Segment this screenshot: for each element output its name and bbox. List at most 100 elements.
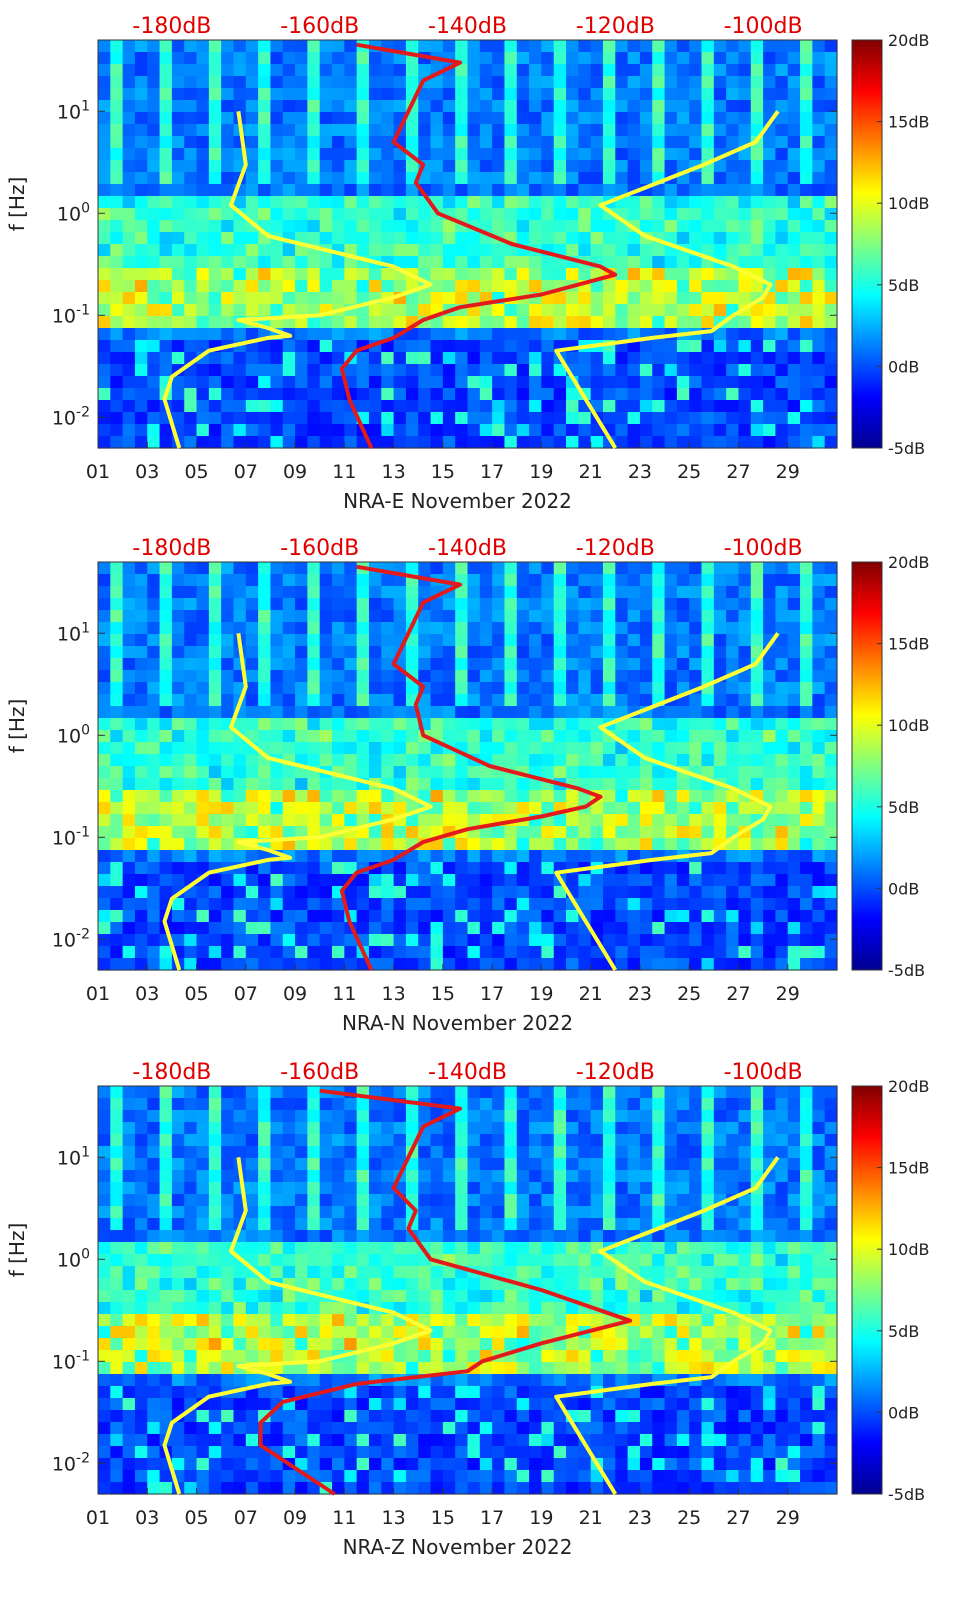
heatmap-cell [356,610,370,623]
heatmap-cell [381,1182,395,1195]
heatmap-cell [516,112,530,125]
heatmap-cell [332,862,345,875]
heatmap-cell [738,706,752,719]
heatmap-cell [196,1134,210,1147]
heatmap-cell [504,184,518,197]
heatmap-cell [787,682,801,695]
heatmap-cell [812,52,826,65]
heatmap-cell [639,646,653,659]
heatmap-cell [812,1182,826,1195]
heatmap-cell [738,436,752,449]
heatmap-cell [713,742,727,755]
heatmap-cell [356,754,370,767]
heatmap-cell [134,1170,148,1183]
heatmap-cell [147,100,161,113]
heatmap-cell [701,1158,715,1171]
heatmap-cell [529,730,542,743]
heatmap-cell [344,1206,358,1219]
heatmap-cell [196,670,210,683]
heatmap-cell [516,862,530,875]
heatmap-cell [282,958,296,971]
heatmap-cell [307,52,321,65]
heatmap-cell [553,304,567,317]
heatmap-cell [147,694,161,707]
heatmap-cell [701,64,715,77]
heatmap-cell [566,208,579,221]
heatmap-cell [529,172,542,185]
heatmap-cell [221,958,235,971]
heatmap-cell [541,112,555,125]
heatmap-cell [381,244,395,257]
heatmap-cell [763,40,777,53]
heatmap-cell [578,316,592,329]
heatmap-cell [368,316,382,329]
heatmap-cell [602,112,616,125]
heatmap-cell [368,136,382,149]
heatmap-cell [122,304,136,317]
heatmap-cell [147,1146,161,1159]
heatmap-cell [98,40,111,53]
heatmap-cell [393,802,407,815]
heatmap-cell [689,268,703,281]
heatmap-cell [442,790,456,803]
heatmap-cell [504,364,518,377]
heatmap-cell [800,766,813,779]
heatmap-cell [184,88,198,101]
heatmap-cell [233,52,247,65]
heatmap-cell [221,244,235,257]
heatmap-cell [245,1134,259,1147]
heatmap-cell [566,244,579,257]
heatmap-cell [602,352,616,365]
heatmap-cell [344,1194,358,1207]
heatmap-cell [775,718,789,731]
heatmap-cell [566,946,579,959]
heatmap-cell [738,814,752,827]
heatmap-cell [750,40,764,53]
heatmap-cell [134,646,148,659]
heatmap-cell [504,754,518,767]
heatmap-cell [652,730,666,743]
heatmap-cell [381,682,395,695]
heatmap-cell [541,682,555,695]
heatmap-cell [664,910,678,923]
heatmap-cell [713,922,727,935]
heatmap-cell [270,718,284,731]
heatmap-cell [689,946,703,959]
heatmap-cell [282,946,296,959]
heatmap-cell [344,862,358,875]
heatmap-cell [566,100,579,113]
heatmap-cell [639,136,653,149]
heatmap-cell [627,1134,641,1147]
heatmap-cell [689,910,703,923]
heatmap-cell [258,244,272,257]
heatmap-cell [553,232,567,245]
heatmap-cell [455,268,469,281]
heatmap-cell [602,670,616,683]
heatmap-cell [763,826,777,839]
heatmap-cell [430,148,444,161]
heatmap-cell [430,292,444,305]
heatmap-cell [98,742,111,755]
heatmap-cell [381,424,395,437]
heatmap-cell [147,850,161,863]
heatmap-cell [110,256,124,269]
heatmap-cell [159,1146,173,1159]
heatmap-cell [245,634,259,647]
x-tick-label: 09 [283,461,307,483]
heatmap-cell [824,352,838,365]
heatmap-cell [800,730,813,743]
heatmap-cell [504,316,518,329]
heatmap-cell [307,148,321,161]
heatmap-cell [122,1170,136,1183]
heatmap-cell [627,136,641,149]
heatmap-cell [134,124,148,137]
heatmap-cell [381,706,395,719]
heatmap-cell [221,376,235,389]
heatmap-cell [98,1158,111,1171]
heatmap-cell [430,814,444,827]
heatmap-cell [430,280,444,293]
heatmap-cell [701,838,715,851]
heatmap-cell [590,1206,604,1219]
heatmap-cell [356,682,370,695]
heatmap-cell [368,76,382,89]
